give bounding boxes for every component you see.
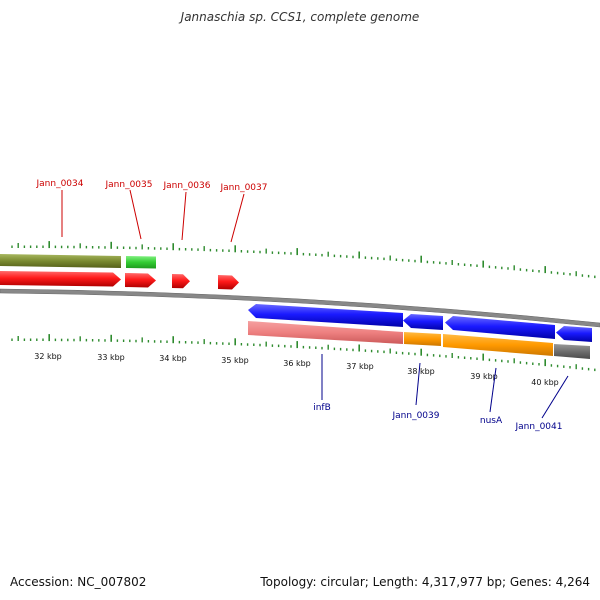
gene-label-jann-0037: Jann_0037: [220, 183, 268, 193]
scale-label-35kbp: 35 kbp: [221, 356, 249, 365]
leader-jann-0036: [181, 191, 187, 241]
outer-tick-row: [11, 241, 596, 279]
leader-nusa: [489, 367, 497, 413]
gene-arrow-jann-0037: [218, 275, 239, 290]
gene-arrow-jann-0041: [556, 326, 592, 342]
gene-label-nusa: nusA: [480, 416, 503, 426]
cds-block-jann-0041: [554, 344, 590, 359]
reverse-gene-labels: infB Jann_0039 nusA Jann_0041: [313, 354, 569, 432]
cds-block-jann-0039: [404, 332, 441, 346]
cds-block-nusa: [443, 334, 553, 356]
gene-arrow-jann-0034: [0, 271, 121, 287]
leader-jann-0035: [129, 189, 142, 240]
gene-arrow-nusa: [445, 316, 555, 339]
cds-block-jann-0035: [126, 256, 156, 269]
leader-jann-0039: [415, 362, 421, 406]
scale-label-40kbp: 40 kbp: [531, 378, 559, 387]
inner-tick-row: [11, 334, 596, 372]
cds-block-infb: [248, 321, 403, 344]
gene-arrow-jann-0036: [172, 274, 190, 289]
scale-label-38kbp: 38 kbp: [407, 367, 435, 376]
scale-label-34kbp: 34 kbp: [159, 354, 187, 363]
gene-arrow-jann-0035: [125, 273, 156, 288]
gene-label-jann-0034: Jann_0034: [36, 179, 84, 189]
cds-block-jann-0034: [0, 254, 121, 268]
accession-text: Accession: NC_007802: [10, 575, 147, 589]
gene-arrow-infb: [248, 304, 403, 327]
page-title: Jannaschia sp. CCS1, complete genome: [180, 10, 420, 24]
gene-arrow-jann-0039: [403, 314, 443, 330]
forward-gene-labels: Jann_0034 Jann_0035 Jann_0036 Jann_0037: [36, 179, 268, 243]
gene-label-jann-0041: Jann_0041: [515, 422, 563, 432]
genome-summary-text: Topology: circular; Length: 4,317,977 bp…: [260, 575, 590, 589]
scale-label-33kbp: 33 kbp: [97, 353, 125, 362]
genome-backbone: [0, 288, 600, 328]
gene-label-jann-0039: Jann_0039: [392, 411, 440, 421]
gene-label-jann-0036: Jann_0036: [163, 181, 211, 191]
scale-label-39kbp: 39 kbp: [470, 372, 498, 381]
gene-label-infb: infB: [313, 403, 331, 413]
gene-label-jann-0035: Jann_0035: [105, 180, 153, 190]
scale-label-32kbp: 32 kbp: [34, 352, 62, 361]
scale-label-36kbp: 36 kbp: [283, 359, 311, 368]
scale-labels: 32 kbp 33 kbp 34 kbp 35 kbp 36 kbp 37 kb…: [34, 352, 559, 387]
scale-label-37kbp: 37 kbp: [346, 362, 374, 371]
leader-jann-0037: [230, 193, 245, 243]
leader-jann-0041: [541, 375, 569, 419]
